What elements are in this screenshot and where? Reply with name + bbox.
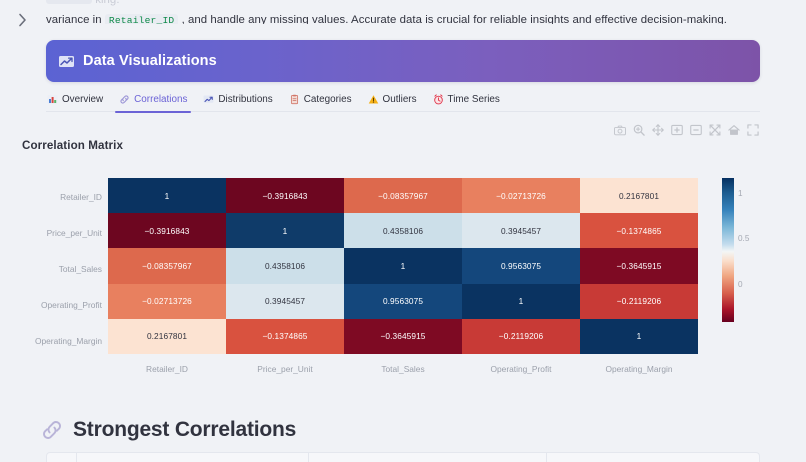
paragraph-post-code: , and handle any missing values. Accurat… (181, 14, 727, 24)
tab-categories-label: Categories (303, 94, 352, 105)
y-tick-label: Operating_Margin (34, 336, 102, 346)
heatmap-cell[interactable]: −0.1374865 (580, 213, 698, 249)
heatmap-x-axis: Retailer_ID Price_per_Unit Total_Sales O… (108, 364, 698, 374)
x-tick-label: Retailer_ID (146, 364, 188, 374)
paragraph-line-2: variance in Retailer_ID , and handle any… (46, 10, 760, 24)
colorbar-tick-label: 0.5 (738, 234, 750, 243)
strongest-correlations-header: Strongest Correlations (40, 418, 296, 442)
heatmap-cell[interactable]: 0.2167801 (108, 318, 226, 354)
x-tick-label: Operating_Profit (490, 364, 552, 374)
bar-chart-icon (47, 94, 58, 105)
warning-icon (368, 94, 379, 105)
link-icon (40, 418, 64, 442)
x-tick-label: Operating_Margin (605, 364, 673, 374)
colorbar-tick-label: 1 (738, 189, 743, 198)
inline-code-retailer-id: Retailer_ID (104, 14, 179, 24)
heatmap-cell[interactable]: 0.2167801 (580, 178, 698, 214)
fullscreen-icon[interactable] (745, 123, 760, 137)
tab-distributions-label: Distributions (218, 94, 273, 105)
plotly-modebar (612, 123, 760, 137)
clipboard-icon (289, 94, 300, 105)
link-icon (119, 94, 130, 105)
pan-icon[interactable] (650, 123, 665, 137)
heatmap-cell[interactable]: −0.02713726 (108, 283, 226, 319)
data-visualizations-banner: Data Visualizations (46, 40, 760, 82)
intro-paragraph: king. variance in Retailer_ID , and hand… (46, 0, 760, 24)
sidebar-expand-chevron-right-icon[interactable] (14, 12, 30, 28)
alarm-clock-icon (433, 94, 444, 105)
zoom-out-icon[interactable] (688, 123, 703, 137)
heatmap-y-axis: Retailer_ID Price_per_Unit Total_Sales O… (0, 168, 102, 354)
x-tick-label: Total_Sales (381, 364, 425, 374)
heatmap-colorbar (722, 178, 734, 322)
page-title: Correlation Matrix (22, 139, 124, 152)
visualization-tabs: Overview Correlations Distributions (46, 88, 760, 113)
camera-icon[interactable] (612, 123, 627, 137)
reset-axes-icon[interactable] (726, 123, 741, 137)
y-tick-label: Total_Sales (58, 264, 102, 274)
heatmap-cell[interactable]: −0.3645915 (344, 318, 462, 354)
tab-categories[interactable]: Categories (288, 88, 353, 112)
heatmap-cell[interactable]: −0.08357967 (108, 248, 226, 284)
heatmap-cell[interactable]: 1 (580, 318, 698, 354)
zoom-icon[interactable] (631, 123, 646, 137)
chart-increasing-icon (58, 53, 75, 70)
paragraph-cut-tail: king. (95, 0, 120, 6)
paragraph-cut-line: king. (46, 0, 760, 10)
strongest-correlations-title: Strongest Correlations (73, 418, 297, 441)
y-tick-label: Operating_Profit (41, 300, 102, 310)
table-column (309, 453, 547, 462)
heatmap-cell[interactable]: 0.9563075 (462, 248, 580, 284)
heatmap-cell[interactable]: −0.2119206 (580, 283, 698, 319)
strongest-correlations-table[interactable] (46, 452, 760, 462)
paragraph-ghost-chip (46, 0, 92, 5)
tab-overview[interactable]: Overview (46, 88, 104, 112)
table-column (547, 453, 759, 462)
tab-time-series-label: Time Series (447, 94, 500, 105)
heatmap-cell[interactable]: −0.1374865 (226, 318, 344, 354)
tab-overview-label: Overview (62, 94, 104, 105)
tab-correlations[interactable]: Correlations (115, 88, 192, 113)
heatmap-cell[interactable]: 0.3945457 (462, 213, 580, 249)
x-tick-label: Price_per_Unit (257, 364, 313, 374)
correlation-matrix-plot[interactable]: Retailer_ID Price_per_Unit Total_Sales O… (0, 168, 806, 390)
heatmap-cell[interactable]: 1 (108, 178, 226, 214)
colorbar-tick-label: 0 (738, 280, 743, 289)
banner-title: Data Visualizations (83, 53, 217, 69)
tab-time-series[interactable]: Time Series (432, 88, 501, 112)
heatmap-cell[interactable]: 0.3945457 (226, 283, 344, 319)
table-column (77, 453, 309, 462)
tab-outliers[interactable]: Outliers (367, 88, 418, 112)
paragraph-pre-code: variance in (46, 14, 102, 24)
heatmap-cell[interactable]: 0.4358106 (226, 248, 344, 284)
heatmap-cell[interactable]: −0.3916843 (226, 178, 344, 214)
heatmap-cell[interactable]: −0.02713726 (462, 178, 580, 214)
tab-correlations-label: Correlations (134, 94, 188, 105)
y-tick-label: Price_per_Unit (46, 228, 102, 238)
heatmap-cell[interactable]: 1 (226, 213, 344, 249)
heatmap-cell[interactable]: 0.4358106 (344, 213, 462, 249)
tab-outliers-label: Outliers (382, 94, 417, 105)
chart-increasing-icon (203, 94, 214, 105)
heatmap-cell[interactable]: 1 (462, 283, 580, 319)
y-tick-label: Retailer_ID (60, 192, 102, 202)
heatmap-cell[interactable]: 0.9563075 (344, 283, 462, 319)
heatmap-cell[interactable]: −0.3645915 (580, 248, 698, 284)
tab-distributions[interactable]: Distributions (202, 88, 273, 112)
table-column (47, 453, 77, 462)
heatmap-cell[interactable]: 1 (344, 248, 462, 284)
heatmap-cell[interactable]: −0.3916843 (108, 213, 226, 249)
heatmap-cell[interactable]: −0.08357967 (344, 178, 462, 214)
heatmap-cell[interactable]: −0.2119206 (462, 318, 580, 354)
autoscale-icon[interactable] (707, 123, 722, 137)
heatmap-grid[interactable]: 1 −0.3916843 −0.08357967 −0.02713726 0.21678… (108, 178, 698, 354)
zoom-in-icon[interactable] (669, 123, 684, 137)
